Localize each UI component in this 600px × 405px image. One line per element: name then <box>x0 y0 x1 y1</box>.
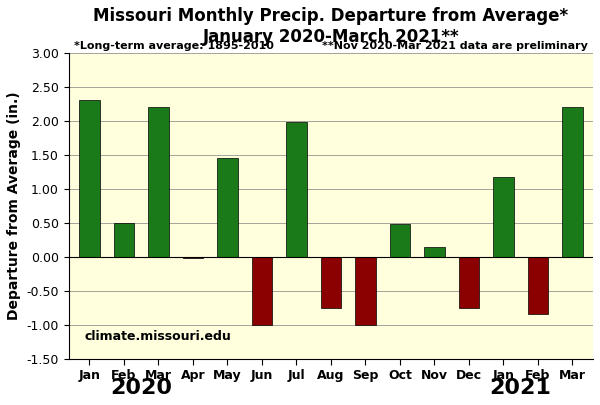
Bar <box>562 107 583 257</box>
Text: climate.missouri.edu: climate.missouri.edu <box>85 330 231 343</box>
Bar <box>286 122 307 257</box>
Bar <box>458 257 479 308</box>
Bar <box>182 257 203 258</box>
Text: *Long-term average: 1895-2010: *Long-term average: 1895-2010 <box>74 41 274 51</box>
Bar <box>424 247 445 257</box>
Title: Missouri Monthly Precip. Departure from Average*
January 2020-March 2021**: Missouri Monthly Precip. Departure from … <box>94 7 568 46</box>
Bar <box>251 257 272 325</box>
Text: **Nov 2020-Mar 2021 data are preliminary: **Nov 2020-Mar 2021 data are preliminary <box>322 41 588 51</box>
Bar <box>493 177 514 257</box>
Bar <box>113 223 134 257</box>
Bar <box>355 257 376 325</box>
Bar <box>148 107 169 257</box>
Bar <box>217 158 238 257</box>
Text: 2021: 2021 <box>490 378 551 398</box>
Y-axis label: Departure from Average (in.): Departure from Average (in.) <box>7 92 21 320</box>
Bar <box>527 257 548 314</box>
Bar <box>320 257 341 308</box>
Bar <box>389 224 410 257</box>
Text: 2020: 2020 <box>110 378 172 398</box>
Bar <box>79 100 100 257</box>
